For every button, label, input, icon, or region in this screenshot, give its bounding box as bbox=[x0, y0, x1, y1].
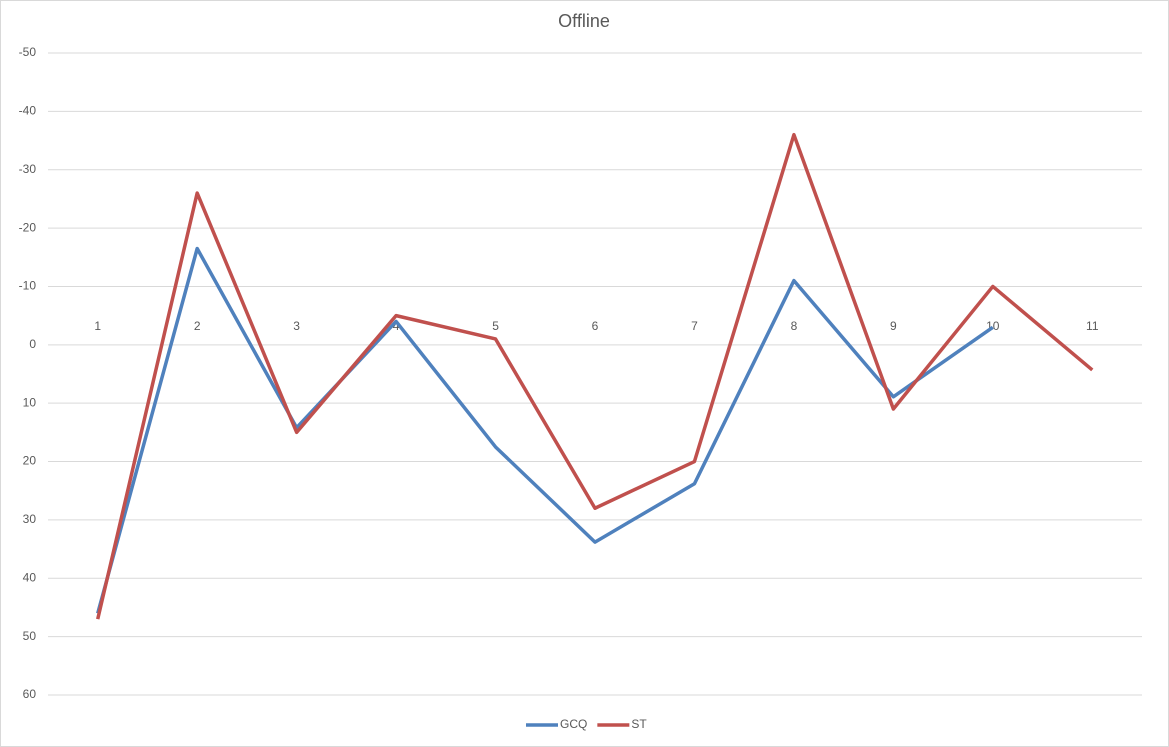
series-line bbox=[96, 246, 994, 614]
x-tick-label: 6 bbox=[592, 319, 599, 333]
x-tick-label: 7 bbox=[691, 319, 698, 333]
chart-title: Offline bbox=[558, 11, 610, 31]
x-tick-label: 11 bbox=[1086, 319, 1099, 333]
series-line bbox=[96, 132, 1094, 620]
x-tick-label: 2 bbox=[194, 319, 201, 333]
x-tick-label: 4 bbox=[393, 319, 400, 333]
y-tick-label: 60 bbox=[23, 687, 37, 701]
y-tick-label: 30 bbox=[23, 512, 37, 526]
x-tick-label: 3 bbox=[293, 319, 300, 333]
y-tick-label: -40 bbox=[19, 104, 37, 118]
x-tick-label: 5 bbox=[492, 319, 499, 333]
x-tick-label: 1 bbox=[94, 319, 101, 333]
legend-label: GCQ bbox=[560, 717, 587, 731]
y-tick-label: 20 bbox=[23, 454, 37, 468]
y-tick-label: -30 bbox=[19, 162, 37, 176]
y-tick-label: 10 bbox=[23, 395, 37, 409]
y-tick-label: -50 bbox=[19, 45, 37, 59]
y-tick-label: 50 bbox=[23, 629, 37, 643]
y-tick-label: 40 bbox=[23, 570, 37, 584]
x-tick-label: 9 bbox=[890, 319, 897, 333]
y-tick-label: 0 bbox=[29, 337, 36, 351]
x-tick-label: 8 bbox=[791, 319, 798, 333]
y-tick-label: -20 bbox=[19, 220, 37, 234]
y-tick-label: -10 bbox=[19, 279, 37, 293]
legend-label: ST bbox=[631, 717, 647, 731]
